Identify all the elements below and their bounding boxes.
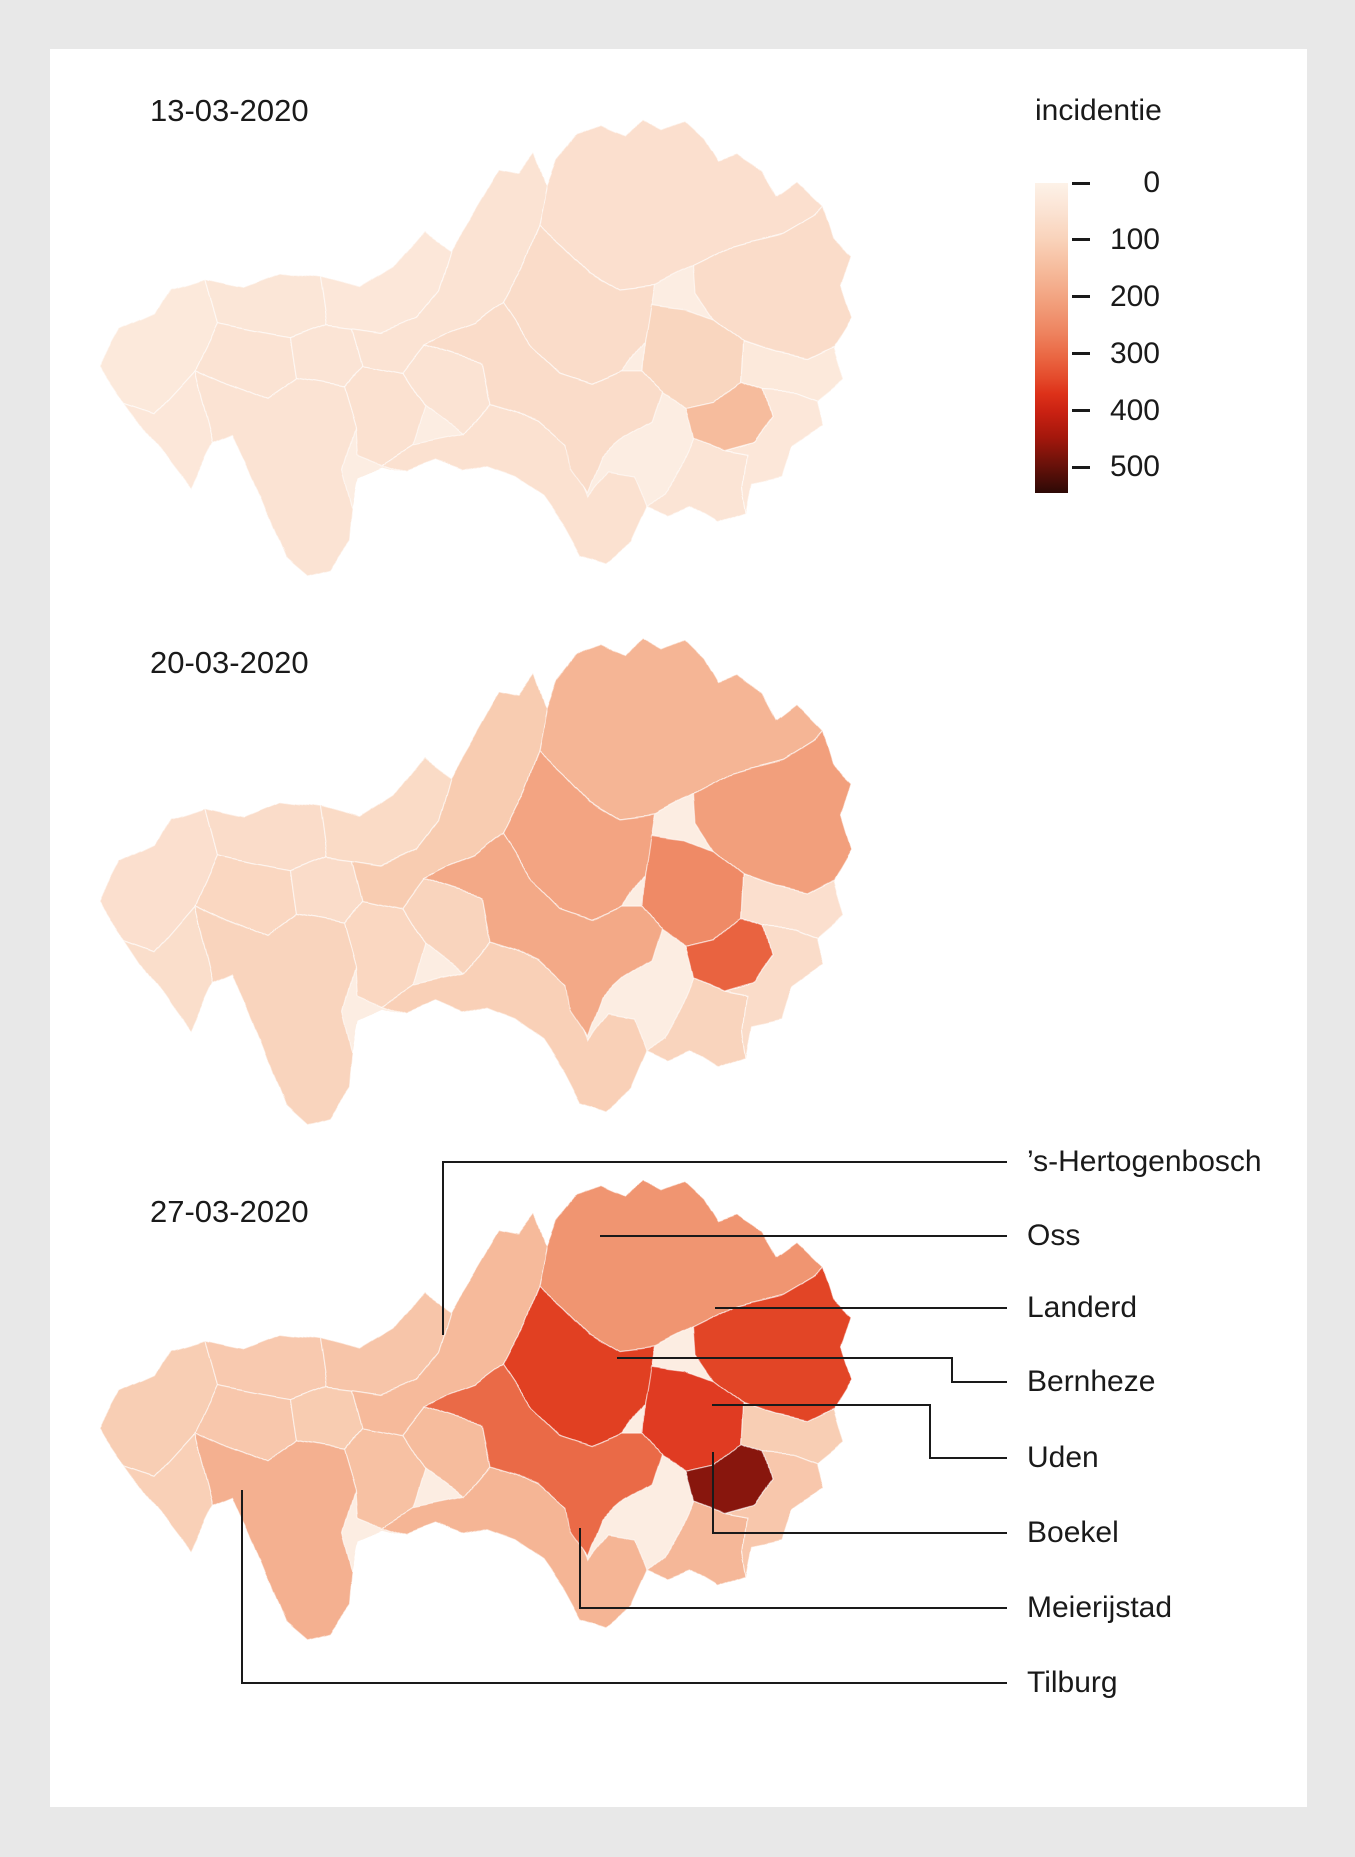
municipality-meierijstad bbox=[423, 1364, 662, 1558]
municipality-boekel bbox=[686, 916, 772, 991]
map3-label-uden: Uden bbox=[1027, 1441, 1099, 1474]
municipality-tilburg bbox=[194, 1429, 356, 1640]
leader-line-bernheze bbox=[617, 1357, 1007, 1383]
map2-date-label: 20-03-2020 bbox=[150, 645, 309, 680]
map3-label-boekel: Boekel bbox=[1027, 1516, 1119, 1549]
municipality-boekel bbox=[686, 380, 772, 451]
map3-label-s-hertogenbosch: ’s-Hertogenbosch bbox=[1027, 1145, 1262, 1178]
map3-label-tilburg: Tilburg bbox=[1027, 1666, 1118, 1699]
map3-label-oss: Oss bbox=[1027, 1219, 1081, 1252]
leader-line-tilburg bbox=[241, 1490, 1007, 1684]
choropleth-map-3 bbox=[100, 1180, 851, 1640]
municipality-meierijstad bbox=[423, 833, 662, 1038]
leader-line-boekel bbox=[712, 1452, 1007, 1534]
leader-line-s-hertogenbosch bbox=[442, 1161, 1007, 1335]
leader-line-uden bbox=[712, 1404, 1007, 1459]
map3-date-label: 27-03-2020 bbox=[150, 1194, 309, 1229]
map3-label-landerd: Landerd bbox=[1027, 1291, 1138, 1324]
map1-date-label: 13-03-2020 bbox=[150, 93, 309, 128]
municipality-meierijstad bbox=[423, 302, 662, 495]
map3-label-meierijstad: Meierijstad bbox=[1027, 1591, 1173, 1624]
choropleth-map-2 bbox=[100, 638, 851, 1125]
leader-line-meierijstad bbox=[579, 1528, 1007, 1609]
municipality-boekel bbox=[686, 1442, 772, 1514]
map3-label-bernheze: Bernheze bbox=[1027, 1365, 1156, 1398]
choropleth-map-1 bbox=[100, 120, 851, 576]
